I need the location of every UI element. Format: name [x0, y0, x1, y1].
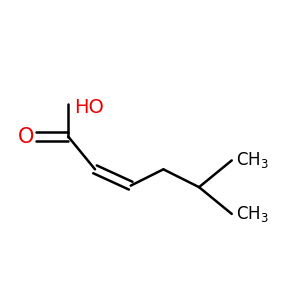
Text: CH$_3$: CH$_3$ — [236, 150, 269, 170]
Text: HO: HO — [74, 98, 104, 117]
Text: CH$_3$: CH$_3$ — [236, 204, 269, 224]
Text: O: O — [18, 127, 34, 147]
